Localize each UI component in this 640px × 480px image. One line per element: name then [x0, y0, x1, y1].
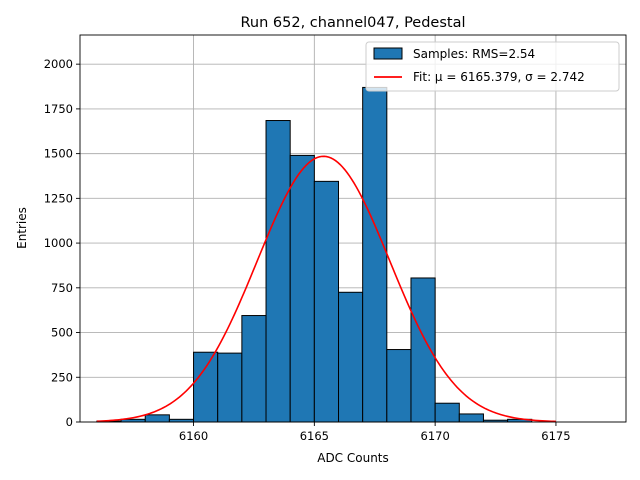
histogram-bar — [193, 351, 219, 423]
fit-curve — [96, 155, 556, 423]
x-tick-label: 6165 — [300, 429, 329, 443]
fit-curve-group — [96, 155, 556, 423]
y-tick-label: 1000 — [44, 236, 73, 250]
histogram-bars — [96, 86, 533, 423]
histogram-bar — [217, 352, 243, 423]
histogram-bar — [144, 414, 170, 423]
histogram-bar — [410, 277, 436, 423]
histogram-bar — [362, 86, 388, 423]
chart-title: Run 652, channel047, Pedestal — [240, 15, 465, 31]
x-tick-label: 6170 — [421, 429, 450, 443]
histogram-bar — [289, 154, 315, 423]
y-tick-label: 0 — [66, 415, 73, 429]
y-tick-label: 500 — [51, 326, 73, 340]
legend-fit-label: Fit: μ = 6165.379, σ = 2.742 — [413, 70, 585, 84]
y-tick-label: 1500 — [44, 147, 73, 161]
y-tick-label: 250 — [51, 370, 73, 384]
histogram-bar — [434, 402, 460, 423]
legend: Samples: RMS=2.54 Fit: μ = 6165.379, σ =… — [365, 41, 620, 92]
y-tick-label: 1750 — [44, 102, 73, 116]
y-axis-ticks: 0 250 500 750 1000 1250 1500 1750 2000 — [44, 57, 80, 429]
histogram-bar — [458, 413, 484, 423]
legend-histogram-swatch — [373, 47, 403, 60]
histogram-bar — [338, 291, 364, 423]
y-tick-label: 1250 — [44, 191, 73, 205]
x-tick-label: 6160 — [179, 429, 208, 443]
histogram-bar — [386, 349, 412, 423]
x-axis-label: ADC Counts — [317, 451, 389, 465]
y-axis-label: Entries — [15, 207, 29, 249]
histogram-bar — [265, 120, 291, 423]
y-tick-label: 750 — [51, 281, 73, 295]
x-axis-ticks: 6160 6165 6170 6175 — [179, 422, 571, 443]
plot-frame — [79, 34, 627, 423]
histogram-bar — [313, 180, 340, 423]
x-tick-label: 6175 — [541, 429, 570, 443]
y-tick-label: 2000 — [44, 57, 73, 71]
legend-histogram-label: Samples: RMS=2.54 — [413, 47, 535, 61]
histogram-bar — [241, 315, 267, 423]
legend-box — [365, 41, 620, 92]
